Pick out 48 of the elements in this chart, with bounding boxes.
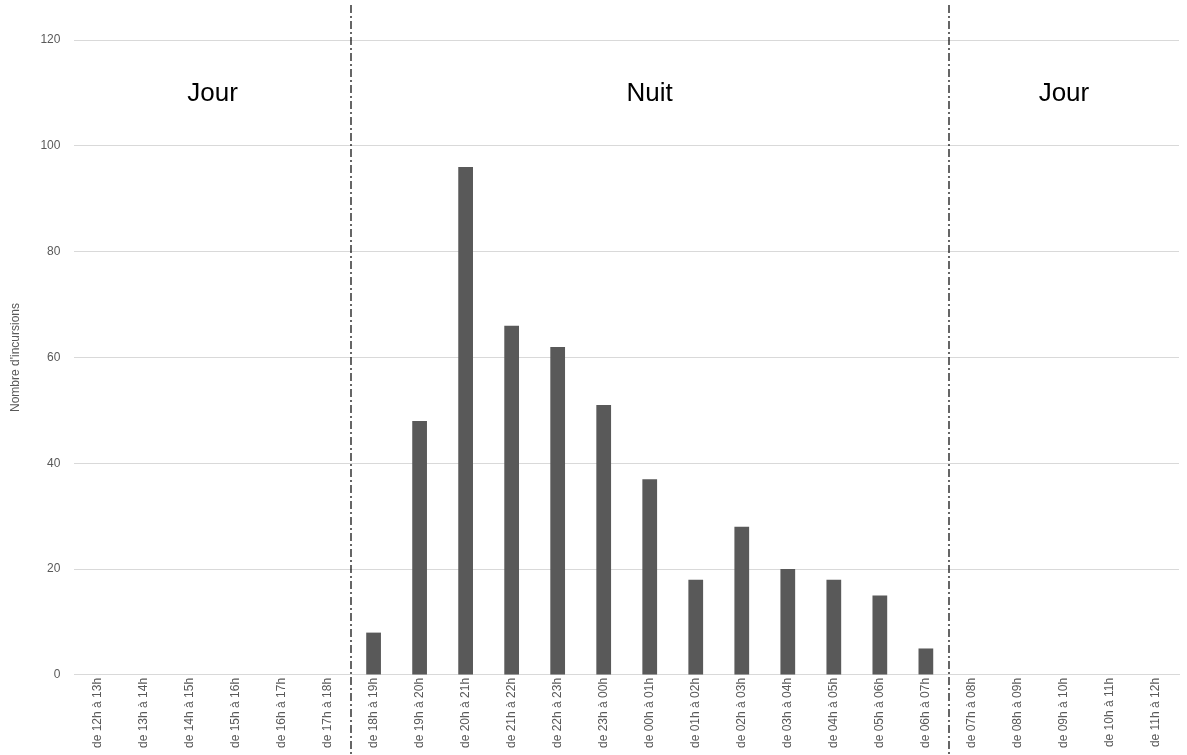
x-tick-label: de 04h à 05h: [826, 677, 841, 749]
x-tick-label: de 23h à 00h: [596, 677, 611, 749]
x-tick-label: de 05h à 06h: [872, 677, 887, 749]
bar: [642, 479, 658, 675]
bar: [688, 579, 704, 675]
x-tick-label: de 11h à 12h: [1148, 677, 1163, 748]
x-tick-label: de 08h à 09h: [1010, 677, 1025, 749]
y-tick-label: 0: [53, 667, 61, 682]
x-tick-label: de 17h à 18h: [319, 677, 334, 749]
x-tick-label: de 07h à 08h: [964, 677, 979, 749]
x-tick-label: de 14h à 15h: [181, 677, 196, 749]
x-tick-label: de 01h à 02h: [688, 677, 703, 749]
x-tick-label: de 12h à 13h: [89, 677, 104, 749]
bar: [596, 405, 612, 675]
y-axis-title: Nombre d'incursions: [7, 302, 22, 412]
x-tick-label: de 21h à 22h: [503, 677, 518, 749]
bar: [918, 648, 934, 675]
y-tick-label: 120: [40, 32, 61, 47]
annotation: Jour: [187, 77, 239, 108]
bar: [412, 420, 427, 675]
y-tick-label: 20: [47, 561, 61, 576]
y-tick-label: 80: [47, 243, 61, 258]
bar: [826, 579, 842, 675]
x-tick-label: de 13h à 14h: [135, 677, 150, 749]
bar: [780, 569, 796, 675]
annotation: Nuit: [626, 77, 674, 108]
x-tick-label: de 22h à 23h: [549, 677, 564, 749]
x-tick-label: de 18h à 19h: [365, 677, 380, 749]
x-tick-label: de 03h à 04h: [780, 677, 795, 749]
bar: [366, 632, 381, 675]
x-tick-label: de 16h à 17h: [273, 677, 288, 749]
x-tick-label: de 10h à 11h: [1102, 677, 1117, 748]
y-tick-label: 40: [47, 455, 61, 470]
x-tick-label: de 09h à 10h: [1056, 677, 1071, 749]
x-tick-label: de 00h à 01h: [642, 677, 657, 749]
x-tick-label: de 06h à 07h: [918, 677, 933, 749]
bar: [504, 325, 520, 675]
y-tick-label: 60: [47, 349, 61, 364]
x-tick-label: de 02h à 03h: [734, 677, 749, 749]
y-tick-label: 100: [40, 138, 61, 153]
bar: [734, 526, 750, 675]
bar: [872, 595, 888, 675]
x-tick-label: de 20h à 21h: [457, 677, 472, 749]
x-tick-label: de 15h à 16h: [227, 677, 242, 749]
annotation: Jour: [1038, 77, 1090, 108]
x-tick-label: de 19h à 20h: [411, 677, 426, 749]
bar: [458, 166, 473, 675]
bar: [550, 346, 566, 675]
